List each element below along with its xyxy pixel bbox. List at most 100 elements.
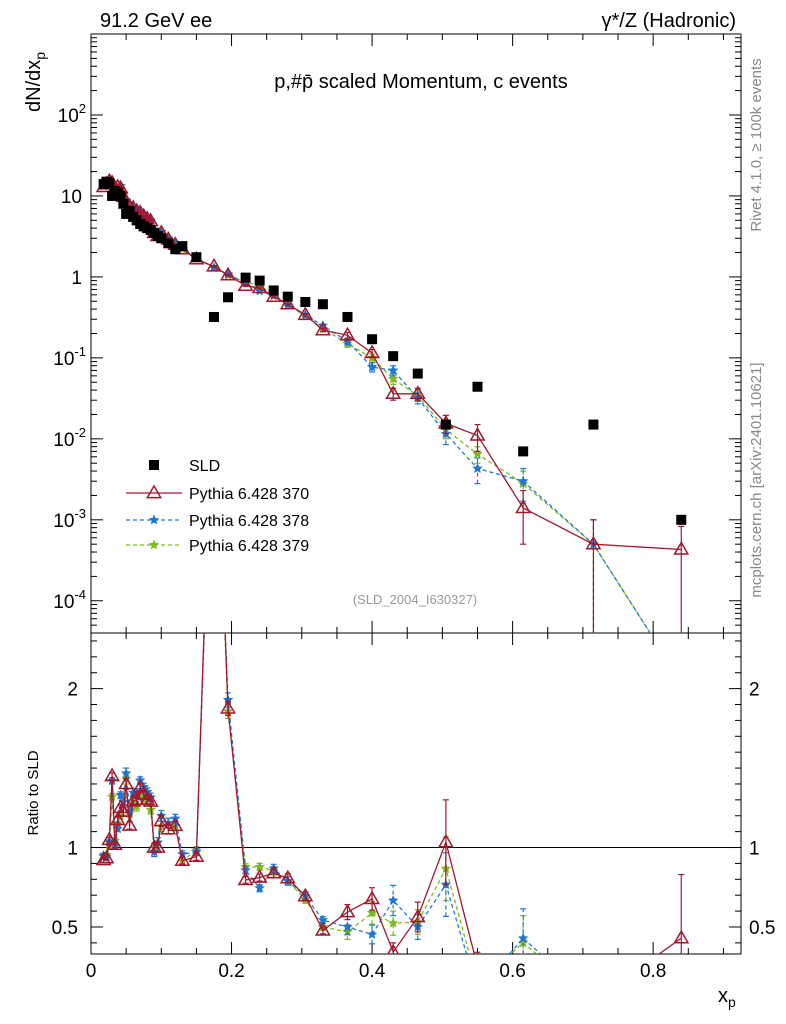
ratio-point-p378 <box>589 996 599 1005</box>
ratio-point-p370 <box>115 803 132 818</box>
point-sld <box>388 351 399 362</box>
point-p370 <box>297 306 314 321</box>
ratio-y-tick-label: 2 <box>67 680 78 701</box>
ratio-point-p370 <box>132 779 149 793</box>
legend-marker-sld <box>149 460 159 470</box>
point-p379 <box>677 677 687 686</box>
ratio-point-p370 <box>387 943 400 954</box>
chart-title: p,#p̄ scaled Momentum, c events <box>274 71 567 93</box>
header-energy: 91.2 GeV ee <box>100 10 212 32</box>
ratio-point-p370 <box>109 811 126 826</box>
point-sld <box>472 381 483 392</box>
point-sld <box>440 419 451 430</box>
point-p370 <box>251 279 268 294</box>
point-sld <box>177 241 188 252</box>
point-sld <box>367 334 378 345</box>
x-axis-label: xp <box>718 985 736 1010</box>
ratio-point-p370 <box>673 929 690 944</box>
ratio-point-p379 <box>366 907 378 918</box>
point-sld <box>163 238 174 249</box>
ratio-plot-frame <box>90 632 742 955</box>
ratio-point-p378 <box>342 921 353 932</box>
ratio-point-p370 <box>237 871 254 886</box>
point-p378 <box>387 364 399 376</box>
ratio-point-p370 <box>106 836 123 851</box>
ratio-point-p370 <box>160 820 177 835</box>
point-sld <box>223 292 234 303</box>
point-p378 <box>517 475 529 486</box>
point-sld <box>588 419 599 430</box>
point-sld <box>191 252 202 263</box>
x-tick-label: 0.6 <box>499 961 525 982</box>
axes-layer: 0 0.2 0.4 0.6 0.8 10-4 10-3 10-2 10-1 1 10 102 0.5 0.… <box>52 34 775 982</box>
ratio-point-p370 <box>339 903 356 918</box>
ratio-point-p379 <box>387 917 399 928</box>
point-p379 <box>472 448 483 459</box>
ratio-point-p370 <box>149 838 166 853</box>
ratio-point-p370 <box>471 960 484 972</box>
point-p370 <box>339 326 356 341</box>
ratio-point-p378 <box>387 894 399 906</box>
ratio-y-axis-label: Ratio to SLD <box>25 750 42 835</box>
ratio-point-p370 <box>153 812 170 827</box>
point-p370 <box>469 427 486 441</box>
main-series-layer <box>95 172 690 686</box>
point-p370 <box>220 266 237 281</box>
ratio-point-p370 <box>279 869 296 884</box>
x-tick-label: 0 <box>86 961 97 982</box>
main-y-label-text: dN/dx <box>23 60 45 112</box>
ratio-point-p378 <box>366 928 378 940</box>
point-p370 <box>409 385 426 400</box>
main-y-label-sub: p <box>32 52 48 60</box>
ratio-y-tick-label: 1 <box>67 839 78 860</box>
ratio-point-p370 <box>220 700 237 714</box>
x-label-sub: p <box>728 994 736 1010</box>
ratio-point-p379 <box>106 791 118 802</box>
point-p370 <box>364 344 380 359</box>
point-p370 <box>385 385 402 400</box>
header-process: γ*/Z (Hadronic) <box>602 10 736 32</box>
point-p370 <box>673 541 690 555</box>
ratio-point-p370 <box>104 767 120 782</box>
point-sld <box>518 446 529 457</box>
ratio-point-p370 <box>118 775 135 790</box>
point-p370 <box>585 535 602 550</box>
point-sld <box>254 275 265 286</box>
point-p370 <box>205 257 222 272</box>
legend-marker-p378 <box>148 514 160 525</box>
point-sld <box>115 190 126 201</box>
point-sld <box>676 514 687 525</box>
ratio-point-p370 <box>364 890 380 905</box>
point-sld <box>317 299 328 310</box>
main-y-tick-label: 10-1 <box>53 344 86 370</box>
ratio-point-p379 <box>677 1000 687 1009</box>
point-p378 <box>677 677 687 686</box>
point-sld <box>300 296 311 307</box>
point-p378 <box>472 462 483 474</box>
main-y-tick-label: 10-2 <box>53 425 86 451</box>
main-y-axis-label: dN/dxp <box>23 52 48 112</box>
legend-marker-p370 <box>146 484 162 499</box>
ratio-point-p370 <box>251 868 268 883</box>
ratio-point-p370 <box>101 831 118 846</box>
ratio-point-p370 <box>265 864 282 879</box>
point-p370 <box>237 277 254 291</box>
ratio-point-p370 <box>121 816 138 831</box>
point-sld <box>118 198 129 209</box>
ratio-point-p370 <box>587 994 600 1006</box>
ratio-point-p378 <box>473 986 483 995</box>
ratio-y-tick-label-right: 1 <box>749 839 760 860</box>
ratio-point-p370 <box>142 792 159 807</box>
x-tick-label: 0.4 <box>359 961 386 982</box>
ratio-y-tick-label-right: 2 <box>749 680 760 701</box>
x-tick-label: 0.8 <box>640 961 666 982</box>
point-sld <box>342 311 353 322</box>
rivet-label: Rivet 4.1.0, ≥ 100k events <box>748 58 765 231</box>
point-sld <box>208 311 219 322</box>
ratio-point-p378 <box>254 882 266 893</box>
x-label-text: x <box>718 985 728 1007</box>
legend: SLD Pythia 6.428 370 Pythia 6.428 378 Pythi… <box>126 458 309 555</box>
ratio-point-p370 <box>167 817 184 832</box>
point-sld <box>268 285 279 296</box>
